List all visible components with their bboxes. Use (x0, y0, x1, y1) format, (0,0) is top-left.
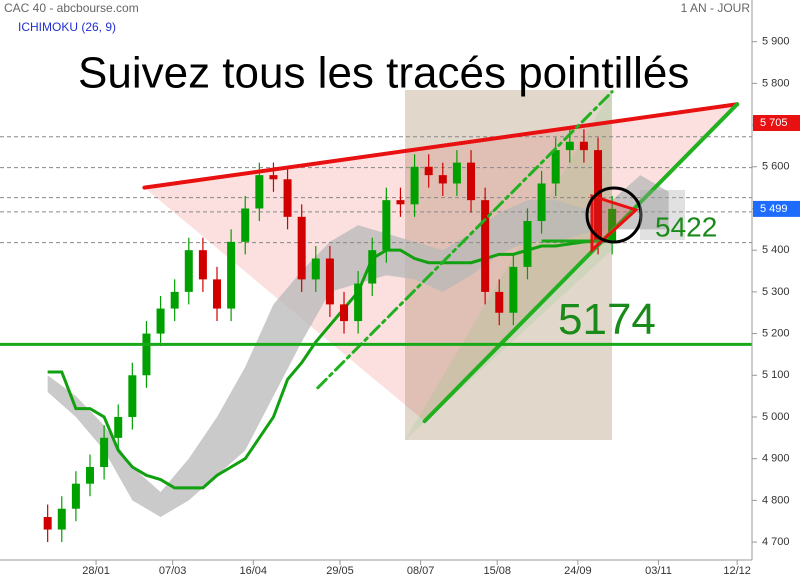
ichimoku-cloud (47, 175, 669, 518)
x-tick-label: 08/07 (407, 565, 435, 577)
source: CAC 40 - abcbourse.com (4, 1, 139, 15)
x-tick-label: 16/04 (240, 565, 268, 577)
x-tick-label: 12/12 (723, 565, 751, 577)
candle-body (368, 250, 377, 284)
candle-body (340, 304, 349, 322)
candle-body (43, 517, 52, 530)
x-tick-label: 29/05 (326, 565, 354, 577)
trendline (422, 102, 740, 424)
candle-body (184, 250, 193, 292)
candle-body (297, 216, 306, 280)
x-tick-label: 03/11 (645, 565, 672, 577)
kijun-line (47, 238, 613, 490)
candle-body (551, 150, 560, 184)
candle-body (452, 162, 461, 184)
candle-body (71, 483, 80, 509)
y-tick-label: 4 900 (762, 453, 790, 465)
candle-body (410, 166, 419, 205)
x-tick-label: 28/01 (82, 565, 110, 577)
candle-body (438, 175, 447, 184)
candle-body (523, 220, 532, 267)
y-tick-label: 5 800 (762, 77, 790, 89)
candle-body (424, 166, 433, 176)
candle-body (396, 200, 405, 205)
x-tick-label: 07/03 (159, 565, 187, 577)
candle-body (142, 333, 151, 376)
candle-body (537, 183, 546, 221)
y-tick-label: 5 100 (762, 369, 790, 381)
candle-body (156, 308, 165, 334)
y-tick-label: 5 000 (762, 411, 790, 423)
candle-body (354, 283, 363, 322)
candle-body (255, 175, 264, 209)
candle-body (565, 141, 574, 151)
x-tick-label: 15/08 (483, 565, 511, 577)
candle-body (198, 250, 207, 280)
candle-body (311, 258, 320, 280)
y-tick-label: 5 600 (762, 161, 790, 173)
period: 1 AN - JOUR (681, 1, 751, 15)
x-tick-label: 24/09 (564, 565, 592, 577)
candle-body (283, 179, 292, 217)
candle-body (608, 208, 617, 242)
price-tag (753, 200, 800, 217)
channel-area (405, 90, 612, 440)
y-tick-label: 5 200 (762, 327, 790, 339)
y-tick-label: 5 400 (762, 244, 790, 256)
candle-body (170, 291, 179, 309)
y-tick-label: 5 300 (762, 286, 790, 298)
candle-body (114, 416, 123, 438)
candle-body (86, 467, 94, 484)
candle-body (481, 200, 490, 292)
chart-title: Suivez tous les tracés pointillés (78, 49, 689, 98)
y-tick-label: 4 800 (762, 494, 790, 506)
candle-body (227, 241, 236, 309)
candle-body (509, 266, 518, 313)
candle-body (382, 200, 391, 251)
indicator-label: ICHIMOKU (26, 9) (18, 20, 116, 34)
candle-body (128, 375, 137, 417)
candle-body (241, 208, 250, 242)
candle-body (213, 279, 222, 309)
price-tag-label: 5 705 (760, 117, 788, 129)
price-tag-label: 5 499 (760, 203, 788, 215)
candle-body (57, 508, 66, 530)
candle-body (467, 162, 476, 201)
plot-area (0, 90, 752, 543)
marker-triangle (590, 193, 639, 254)
y-tick-label: 5 900 (762, 36, 790, 48)
level-label: 5174 (558, 295, 656, 344)
candle-body (325, 258, 334, 305)
level-label: 5422 (655, 211, 717, 242)
trendline (316, 90, 614, 390)
marker-circle (585, 186, 643, 244)
candle-body (594, 150, 603, 242)
price-tag (753, 115, 800, 132)
candle-body (495, 291, 504, 313)
candle-body (100, 437, 109, 468)
gray-area (640, 190, 685, 240)
y-tick-label: 4 700 (762, 536, 790, 548)
candle-body (269, 175, 278, 180)
trendline (142, 102, 740, 190)
candle-body (579, 141, 588, 151)
